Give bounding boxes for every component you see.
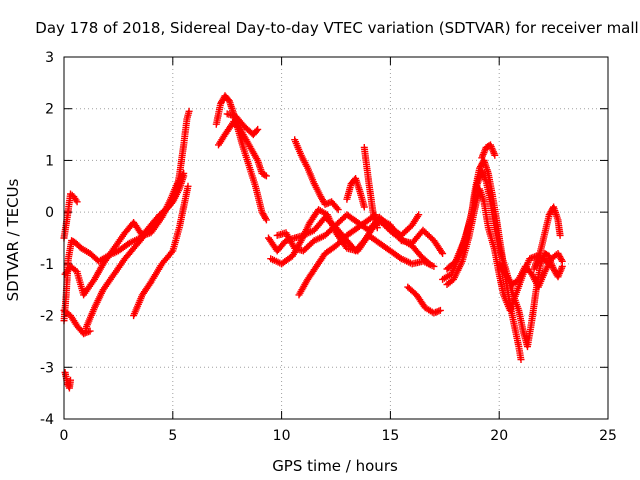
data-marker-track [295, 211, 379, 299]
series-s10 [223, 110, 262, 139]
x-axis-label: GPS time / hours [272, 457, 398, 475]
data-marker-track [545, 255, 566, 281]
data-marker-track [82, 172, 188, 332]
series-s24 [495, 250, 566, 291]
x-tick-label: 0 [60, 428, 69, 444]
data-marker-track [404, 283, 444, 317]
series-s23 [478, 141, 499, 162]
data-marker-track [215, 118, 270, 180]
data-marker-track [343, 175, 368, 211]
y-axis-label: SDTVAR / TECUs [4, 178, 22, 301]
data-marker-track [378, 219, 434, 268]
y-tick-label: -3 [40, 360, 54, 376]
y-tick-labels: -4 -3 -2 -1 0 1 2 3 [40, 50, 54, 428]
series-s19 [404, 283, 444, 317]
series-s5 [82, 172, 188, 332]
data-marker-track [61, 169, 188, 299]
x-tick-labels: 0 5 10 15 20 25 [60, 428, 617, 444]
data-marker-track [130, 182, 192, 320]
data-marker-track [61, 369, 74, 392]
x-tick-label: 5 [168, 428, 177, 444]
grid [64, 57, 608, 419]
series-s9 [215, 118, 270, 180]
y-tick-label: -4 [40, 412, 54, 428]
x-tick-label: 10 [273, 428, 291, 444]
series-s18 [378, 219, 434, 268]
data-marker-track [291, 136, 342, 214]
plot-frame [63, 56, 609, 420]
y-tick-label: 2 [45, 102, 54, 118]
data-marker-track [530, 203, 564, 273]
series-s2 [60, 107, 193, 325]
x-tick-label: 20 [490, 428, 508, 444]
data-marker-track [478, 141, 499, 162]
series-s8 [212, 92, 270, 224]
data-marker-track [495, 250, 566, 291]
data-marker-track [223, 110, 262, 139]
y-tick-label: 3 [45, 50, 54, 66]
chart-title: Day 178 of 2018, Sidereal Day-to-day VTE… [35, 19, 638, 37]
y-tick-label: 1 [45, 153, 54, 169]
series-s17 [360, 144, 381, 232]
data-markers [60, 92, 566, 392]
y-tick-label: -2 [40, 309, 54, 325]
series-s6 [130, 182, 192, 320]
data-marker-track [212, 92, 270, 224]
series-s15 [295, 211, 379, 299]
series-s14 [291, 136, 342, 214]
series-s3 [61, 169, 188, 299]
data-marker-track [60, 107, 193, 325]
series-s7 [61, 369, 74, 392]
series-s16 [343, 175, 368, 211]
data-marker-track [360, 144, 381, 232]
y-tick-label: 0 [45, 205, 54, 221]
series-s25 [530, 203, 564, 273]
x-tick-label: 25 [599, 428, 617, 444]
y-tick-label: -1 [40, 257, 54, 273]
x-tick-label: 15 [381, 428, 399, 444]
axis-ticks [63, 56, 609, 420]
series-s26 [545, 255, 566, 281]
